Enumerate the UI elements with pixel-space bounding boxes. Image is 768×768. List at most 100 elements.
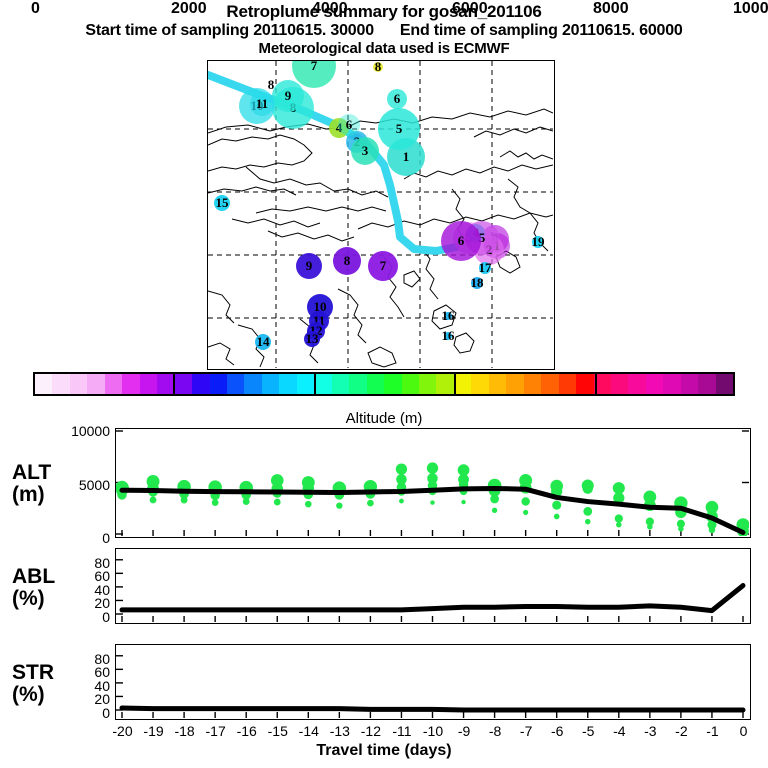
str-ytick-20: 20 xyxy=(94,691,110,708)
day-marker-layer: 0123456789101112131415161617181912345667… xyxy=(208,61,553,368)
alt-cluster-marker xyxy=(490,494,499,504)
day-marker-label: 1 xyxy=(402,149,410,164)
alt-cluster-marker xyxy=(273,498,281,506)
alt-cluster-marker xyxy=(645,517,654,526)
x-tick-0: 0 xyxy=(739,723,748,739)
colorbar-segment xyxy=(418,374,437,394)
day-marker-blob xyxy=(444,312,452,320)
day-marker-blob xyxy=(368,251,398,281)
colorbar-axis-label: Altitude (m) xyxy=(345,410,423,427)
colorbar-tick-2000: 2000 xyxy=(171,0,207,17)
alt-cluster-marker xyxy=(149,496,157,504)
alt-cluster-marker xyxy=(612,482,625,495)
colorbar-segment xyxy=(645,374,664,394)
colorbar-segment xyxy=(296,374,315,394)
colorbar-segment xyxy=(192,374,210,394)
abl-ytick-20: 20 xyxy=(94,595,110,612)
alt-cluster-marker xyxy=(305,500,312,508)
alt-cluster-marker xyxy=(430,500,435,505)
retroplume-map[interactable]: 0123456789101112131415161617181912345667… xyxy=(207,60,555,370)
abl-label-line2: (%) xyxy=(12,587,45,610)
x-tick--10: -10 xyxy=(422,723,444,739)
str-label-line2: (%) xyxy=(12,683,45,706)
x-tick--12: -12 xyxy=(360,723,381,739)
day-marker-blob xyxy=(471,277,483,289)
alt-cluster-marker xyxy=(367,499,374,507)
colorbar-segment xyxy=(366,374,385,394)
day-marker-label: 10 xyxy=(313,299,327,314)
colorbar-divider xyxy=(595,372,597,396)
str-plot-panel[interactable] xyxy=(115,644,751,720)
alt-axis-label: ALT (m) xyxy=(12,462,51,506)
day-marker-label: 16 xyxy=(441,308,455,323)
day-marker-blob xyxy=(250,92,274,116)
colorbar-segment xyxy=(35,374,53,394)
alt-plot-panel[interactable] xyxy=(115,428,751,538)
colorbar-segment xyxy=(139,374,158,394)
str-value-line xyxy=(119,705,746,713)
x-tick--9: -9 xyxy=(457,723,471,739)
colorbar-segment xyxy=(453,374,472,394)
x-tick--15: -15 xyxy=(267,723,288,739)
day-marker-label: 7 xyxy=(310,60,318,73)
x-tick--17: -17 xyxy=(205,723,226,739)
colorbar-segment xyxy=(628,374,646,394)
day-marker-label: 4 xyxy=(335,120,343,135)
alt-cluster-marker xyxy=(583,506,593,516)
day-marker-blob xyxy=(214,195,230,211)
alt-cluster-marker xyxy=(643,490,657,504)
day-marker-blob xyxy=(373,62,383,72)
alt-mean-line xyxy=(119,485,746,535)
colorbar-segment xyxy=(349,374,367,394)
str-ytick-0: 0 xyxy=(102,705,110,721)
x-tick--4: -4 xyxy=(613,723,626,739)
alt-cluster-marker xyxy=(616,521,622,528)
day-marker-label: 19 xyxy=(531,234,545,249)
day-marker-blob xyxy=(272,80,304,112)
day-marker-blob xyxy=(338,114,360,136)
day-marker-label: 9 xyxy=(284,88,292,103)
colorbar-segment xyxy=(226,374,245,394)
day-marker-blob xyxy=(351,137,379,165)
alt-cluster-marker xyxy=(457,464,470,476)
day-marker-label: 9 xyxy=(305,258,313,273)
alt-cluster-marker xyxy=(336,502,343,509)
day-marker-label: 7 xyxy=(379,258,387,273)
colorbar-segment xyxy=(401,374,419,394)
day-marker-label: 13 xyxy=(305,331,319,346)
colorbar-segment xyxy=(663,374,681,394)
alt-cluster-marker xyxy=(582,483,593,494)
str-label-line1: STR xyxy=(12,661,54,684)
day-marker-label: 17 xyxy=(478,260,492,275)
alt-cluster-marker xyxy=(521,497,530,506)
colorbar-segment xyxy=(610,374,629,394)
alt-cluster-marker xyxy=(399,498,404,504)
day-marker-label: 14 xyxy=(256,334,270,349)
x-tick--5: -5 xyxy=(582,723,595,739)
colorbar-segment xyxy=(698,374,716,394)
abl-ytick-60: 60 xyxy=(94,568,110,585)
abl-plot-panel[interactable] xyxy=(115,548,751,624)
colorbar-segment xyxy=(87,374,105,394)
alt-label-line2: (m) xyxy=(12,483,45,506)
met-data-label: Meteorological data used is ECMWF xyxy=(258,40,510,57)
alt-cluster-marker xyxy=(553,513,560,520)
colorbar-segment xyxy=(558,374,577,394)
day-marker-blob xyxy=(255,334,271,350)
day-marker-blob xyxy=(479,262,491,274)
day-marker-label: 8 xyxy=(267,77,275,92)
x-tick--20: -20 xyxy=(112,723,133,739)
x-tick--11: -11 xyxy=(392,723,412,739)
abl-value-line xyxy=(119,583,746,614)
x-tick--13: -13 xyxy=(329,723,350,739)
str-axis-label: STR (%) xyxy=(12,662,54,706)
day-marker-blob xyxy=(441,221,481,261)
alt-cluster-marker xyxy=(708,526,716,534)
colorbar-segment xyxy=(523,374,542,394)
colorbar-segment xyxy=(541,374,559,394)
x-tick--14: -14 xyxy=(298,723,319,739)
alt-cluster-marker xyxy=(523,509,529,515)
colorbar-segment xyxy=(506,374,524,394)
altitude-colorbar[interactable] xyxy=(33,372,735,396)
title-block: Retroplume summary for gosan_201106 Star… xyxy=(0,0,768,57)
